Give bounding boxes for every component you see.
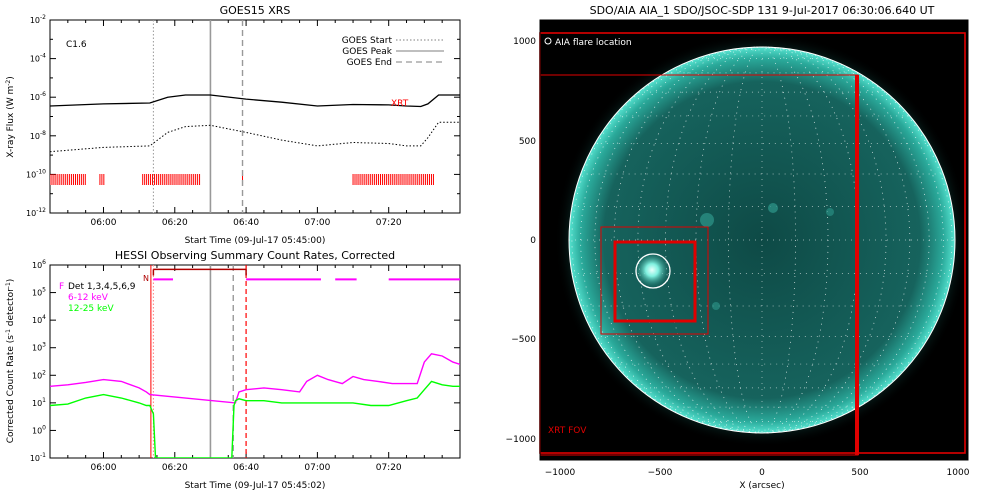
hessi-legend: F N Det 1,3,4,5,6,9 6-12 keV 12-25 keV — [59, 274, 149, 314]
active-region-3 — [826, 208, 834, 216]
aia-y-tick-label: −1000 — [506, 435, 537, 445]
hessi-12-25-kev-line — [50, 380, 460, 458]
hessi-y-tick-label: 104 — [32, 314, 46, 325]
hessi-x-tick-label: 07:00 — [304, 463, 330, 473]
aia-flare-location-label: AIA flare location — [555, 38, 632, 48]
hessi-x-label: Start Time (09-Jul-17 05:45:02) — [185, 481, 326, 491]
hessi-y-tick-label: 102 — [32, 369, 46, 380]
aia-y-tick-label: 500 — [519, 137, 536, 147]
aia-x-tick-label: 1000 — [947, 468, 970, 478]
aia-x-label: X (arcsec) — [739, 481, 784, 491]
goes-x-tick-label: 06:00 — [91, 218, 117, 228]
legend-goes-peak-label: GOES Peak — [342, 47, 392, 57]
aia-flare-location-marker — [544, 37, 552, 45]
goes-x-tick-label: 06:40 — [233, 218, 259, 228]
aia-y-tick-label: 1000 — [513, 37, 536, 47]
goes-x-label: Start Time (09-Jul-17 05:45:00) — [185, 236, 326, 246]
aia-y-tick-label: −500 — [511, 335, 536, 345]
aia-x-tick-label: 500 — [851, 468, 868, 478]
goes-y-tick-label: 10-8 — [30, 130, 46, 141]
goes-x-tick-label: 06:20 — [162, 218, 188, 228]
goes-x-axis: 06:00 06:20 06:40 07:00 07:20 — [49, 20, 461, 228]
hessi-event-lines — [150, 265, 247, 458]
goes-y-tick-label: 10-4 — [30, 53, 46, 64]
goes-panel: GOES15 XRS 10-2 10-4 10-6 10-8 10-10 10-12 06… — [5, 4, 461, 246]
aia-x-tick-label: −500 — [648, 468, 673, 478]
hessi-6-12-kev-line — [50, 353, 460, 404]
goes-y-axis: 10-2 10-4 10-6 10-8 10-10 10-12 — [26, 14, 460, 218]
aia-x-tick-label: 0 — [759, 468, 765, 478]
hessi-flag-f-label: F — [59, 282, 64, 292]
goes-y-tick-label: 10-10 — [26, 168, 46, 179]
aia-plot-frame — [539, 19, 969, 461]
aia-title: SDO/AIA AIA_1 SDO/JSOC-SDP 131 9-Jul-201… — [590, 4, 935, 17]
active-regions — [700, 203, 834, 310]
medium-red-box — [600, 226, 709, 335]
legend-12-25-kev-label: 12-25 keV — [68, 304, 114, 314]
hessi-title: HESSI Observing Summary Count Rates, Cor… — [115, 249, 395, 262]
goes-y-tick-label: 10-12 — [26, 207, 46, 218]
sun-limb — [568, 46, 956, 434]
goes-y-tick-label: 10-6 — [30, 91, 46, 102]
inner-red-box — [613, 240, 697, 323]
hessi-x-axis: 06:00 06:20 06:40 07:00 07:20 — [49, 265, 461, 473]
hessi-y-tick-label: 103 — [32, 342, 46, 353]
flare-brightening — [634, 252, 670, 288]
hessi-x-tick-label: 06:20 — [162, 463, 188, 473]
goes-title: GOES15 XRS — [220, 4, 291, 17]
hessi-y-tick-label: 100 — [32, 424, 46, 435]
xrt-fov-label: XRT FOV — [548, 426, 587, 436]
goes-legend: GOES Start GOES Peak GOES End — [342, 36, 444, 68]
hessi-y-tick-label: 105 — [32, 287, 46, 298]
aia-panel: SDO/AIA AIA_1 SDO/JSOC-SDP 131 9-Jul-201… — [506, 4, 970, 491]
aia-x-tick-label: −1000 — [545, 468, 576, 478]
hessi-flag-bars — [152, 268, 460, 281]
goes-red-markers — [50, 174, 434, 185]
hessi-plot-frame — [49, 264, 461, 459]
goes-class-label: C1.6 — [66, 40, 87, 50]
goes-flux-solid-line — [50, 94, 460, 108]
hessi-x-tick-label: 06:00 — [91, 463, 117, 473]
aia-x-axis: −1000 −500 0 500 1000 X (arcsec) — [545, 468, 970, 491]
active-region-4 — [712, 302, 720, 310]
goes-y-label: X-ray Flux (W m-2) — [5, 76, 16, 157]
legend-6-12-kev-label: 6-12 keV — [68, 293, 109, 303]
legend-det-label: Det 1,3,4,5,6,9 — [68, 282, 136, 292]
hessi-y-label: Corrected Count Rate (s-1 detector-1) — [5, 279, 16, 444]
longitude-line — [613, 46, 911, 434]
hessi-x-tick-label: 06:40 — [233, 463, 259, 473]
goes-y-tick-label: 10-2 — [30, 14, 46, 25]
hessi-flag-n-label: N — [143, 274, 149, 283]
longitude-line — [695, 46, 829, 434]
active-region-1 — [700, 213, 714, 227]
flare-contour — [635, 253, 671, 289]
aia-y-axis: 1000 500 0 −500 −1000 — [506, 37, 537, 445]
hessi-x-tick-label: 07:20 — [376, 463, 402, 473]
goes-xrt-label: XRT — [391, 99, 409, 109]
longitude-line — [728, 46, 796, 434]
hessi-panel: HESSI Observing Summary Count Rates, Cor… — [5, 249, 461, 491]
hessi-y-tick-label: 106 — [32, 259, 46, 270]
legend-goes-end-label: GOES End — [347, 58, 392, 68]
hessi-y-tick-label: 101 — [32, 397, 46, 408]
goes-x-tick-label: 07:00 — [304, 218, 330, 228]
goes-x-tick-label: 07:20 — [376, 218, 402, 228]
legend-goes-start-label: GOES Start — [342, 36, 393, 46]
goes-event-lines — [152, 20, 244, 213]
aia-y-tick-label: 0 — [530, 236, 536, 246]
goes-flux-dotted-line — [50, 121, 460, 153]
active-region-2 — [768, 203, 778, 213]
hessi-y-axis: 106 105 104 103 102 101 100 10-1 — [30, 259, 460, 463]
hessi-y-tick-label: 10-1 — [30, 452, 46, 463]
